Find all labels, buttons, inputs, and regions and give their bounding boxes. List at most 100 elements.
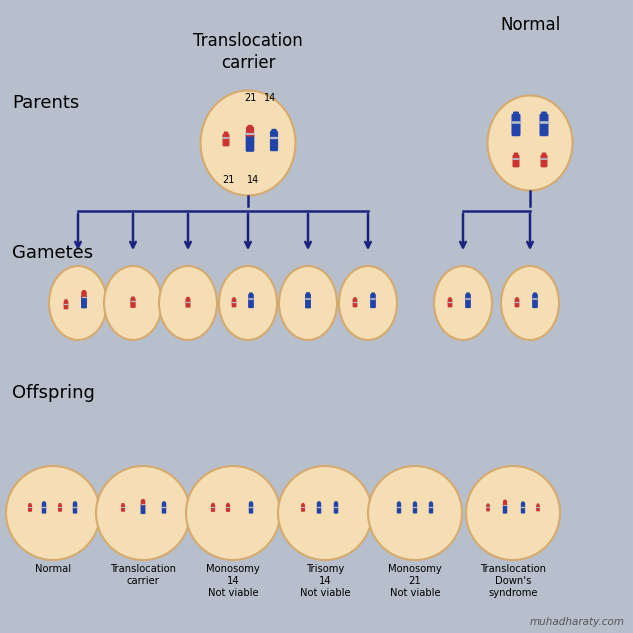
FancyBboxPatch shape (232, 299, 236, 308)
FancyBboxPatch shape (234, 298, 235, 300)
FancyBboxPatch shape (515, 298, 517, 300)
FancyBboxPatch shape (513, 111, 517, 116)
FancyBboxPatch shape (162, 503, 166, 513)
Ellipse shape (219, 266, 277, 340)
FancyBboxPatch shape (522, 501, 523, 504)
FancyBboxPatch shape (542, 153, 544, 157)
FancyBboxPatch shape (399, 501, 401, 504)
FancyBboxPatch shape (515, 111, 519, 116)
FancyBboxPatch shape (533, 292, 536, 296)
FancyBboxPatch shape (82, 290, 84, 292)
Text: 14: 14 (247, 175, 259, 185)
Text: Normal: Normal (500, 16, 560, 34)
FancyBboxPatch shape (249, 125, 253, 129)
FancyBboxPatch shape (249, 292, 251, 296)
Text: Normal: Normal (35, 564, 71, 574)
Circle shape (368, 466, 462, 560)
Text: Trisomy
14
Not viable: Trisomy 14 Not viable (299, 564, 350, 598)
FancyBboxPatch shape (308, 292, 310, 296)
FancyBboxPatch shape (143, 499, 144, 501)
FancyBboxPatch shape (44, 501, 46, 504)
Text: Monosomy
21
Not viable: Monosomy 21 Not viable (388, 564, 442, 598)
Text: 14: 14 (264, 93, 276, 103)
FancyBboxPatch shape (141, 500, 145, 506)
FancyBboxPatch shape (227, 503, 228, 505)
Ellipse shape (434, 266, 492, 340)
Ellipse shape (159, 266, 217, 340)
FancyBboxPatch shape (503, 504, 507, 513)
FancyBboxPatch shape (504, 499, 505, 502)
FancyBboxPatch shape (246, 133, 254, 152)
Circle shape (278, 466, 372, 560)
FancyBboxPatch shape (28, 505, 32, 511)
Circle shape (466, 466, 560, 560)
FancyBboxPatch shape (42, 501, 44, 504)
Circle shape (96, 466, 190, 560)
FancyBboxPatch shape (544, 153, 546, 157)
FancyBboxPatch shape (397, 503, 401, 513)
FancyBboxPatch shape (413, 501, 415, 504)
FancyBboxPatch shape (465, 294, 471, 308)
FancyBboxPatch shape (133, 296, 135, 299)
FancyBboxPatch shape (335, 501, 337, 504)
FancyBboxPatch shape (164, 501, 165, 504)
FancyBboxPatch shape (466, 292, 468, 296)
FancyBboxPatch shape (541, 111, 544, 116)
FancyBboxPatch shape (353, 298, 355, 300)
Ellipse shape (487, 96, 572, 191)
Text: Translocation
Down's
syndrome: Translocation Down's syndrome (480, 564, 546, 598)
FancyBboxPatch shape (73, 503, 77, 513)
FancyBboxPatch shape (81, 291, 87, 298)
FancyBboxPatch shape (353, 299, 358, 308)
FancyBboxPatch shape (318, 501, 319, 504)
Text: 21: 21 (222, 175, 234, 185)
FancyBboxPatch shape (536, 505, 540, 511)
FancyBboxPatch shape (398, 501, 399, 504)
FancyBboxPatch shape (73, 501, 75, 504)
FancyBboxPatch shape (541, 154, 548, 167)
FancyBboxPatch shape (228, 503, 229, 505)
FancyBboxPatch shape (505, 499, 506, 502)
FancyBboxPatch shape (532, 294, 538, 308)
FancyBboxPatch shape (58, 505, 62, 511)
FancyBboxPatch shape (42, 503, 46, 513)
FancyBboxPatch shape (543, 111, 547, 116)
FancyBboxPatch shape (84, 290, 85, 292)
FancyBboxPatch shape (516, 153, 518, 157)
FancyBboxPatch shape (123, 503, 124, 506)
FancyBboxPatch shape (211, 503, 213, 505)
Text: 21: 21 (244, 93, 256, 103)
FancyBboxPatch shape (373, 292, 375, 296)
FancyBboxPatch shape (354, 298, 356, 300)
FancyBboxPatch shape (142, 499, 143, 501)
FancyBboxPatch shape (301, 505, 305, 511)
FancyBboxPatch shape (223, 134, 230, 146)
FancyBboxPatch shape (188, 297, 190, 300)
FancyBboxPatch shape (539, 114, 549, 136)
FancyBboxPatch shape (66, 299, 68, 302)
FancyBboxPatch shape (515, 299, 519, 308)
FancyBboxPatch shape (226, 504, 230, 512)
FancyBboxPatch shape (538, 503, 539, 506)
FancyBboxPatch shape (513, 154, 520, 167)
FancyBboxPatch shape (246, 127, 254, 137)
FancyBboxPatch shape (488, 503, 489, 506)
FancyBboxPatch shape (448, 298, 450, 300)
Ellipse shape (104, 266, 162, 340)
Text: Offspring: Offspring (12, 384, 95, 402)
FancyBboxPatch shape (334, 501, 336, 504)
FancyBboxPatch shape (318, 501, 320, 504)
FancyBboxPatch shape (305, 294, 311, 308)
FancyBboxPatch shape (503, 501, 507, 506)
FancyBboxPatch shape (30, 503, 31, 506)
FancyBboxPatch shape (487, 503, 488, 506)
FancyBboxPatch shape (535, 292, 537, 296)
FancyBboxPatch shape (64, 301, 68, 310)
FancyBboxPatch shape (232, 298, 234, 300)
FancyBboxPatch shape (60, 503, 61, 506)
FancyBboxPatch shape (537, 503, 538, 506)
FancyBboxPatch shape (517, 298, 518, 300)
FancyBboxPatch shape (248, 125, 251, 129)
FancyBboxPatch shape (65, 299, 66, 302)
FancyBboxPatch shape (272, 129, 275, 134)
